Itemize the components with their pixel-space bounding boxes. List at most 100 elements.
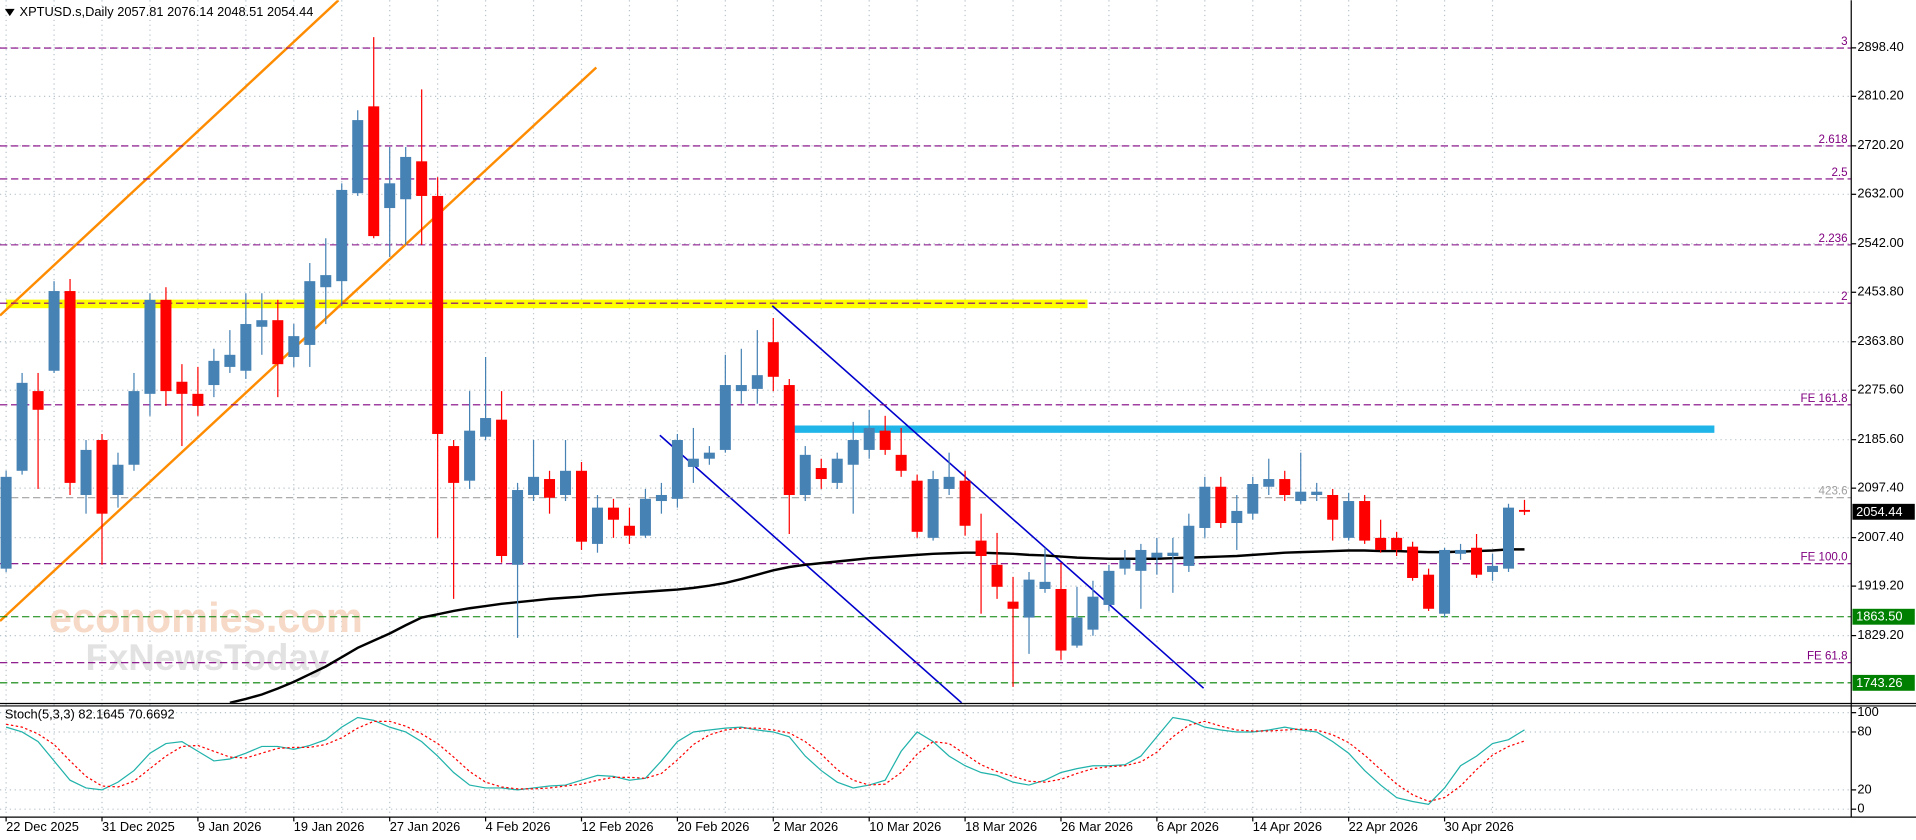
candle-body [863,427,875,450]
candle-body [1471,547,1483,575]
candle-body [1039,581,1051,589]
level-label: 3 [1841,35,1847,48]
candle-body [1199,486,1211,528]
candle-body [959,480,971,526]
candle-body [943,476,955,489]
candle-body [64,291,76,483]
price-box [1852,674,1915,691]
candle-body [496,419,508,557]
y-tick-label: 80 [1857,723,1871,738]
candle-body [560,470,572,495]
level-label: 423.6 [1819,485,1848,498]
candle-body [1455,549,1467,554]
y-tick-label: 100 [1857,704,1878,719]
candle-body [1231,510,1243,524]
price-box [1852,503,1915,520]
candle-body [1087,596,1099,630]
candle-body [304,281,316,345]
candle-body [671,440,683,499]
menu-icon [4,8,15,17]
x-tick-label: 30 Apr 2026 [1445,819,1514,834]
candle-body [96,440,108,514]
candle-body [623,525,635,536]
candle-body [368,106,380,237]
y-tick-label: 2810.20 [1857,88,1903,103]
candle-body [975,540,987,557]
level-label: FE 100.0 [1801,551,1848,564]
candle-body [0,476,12,569]
candle-body [288,336,300,358]
candle-body [799,454,811,495]
x-tick-label: 31 Dec 2025 [102,819,175,834]
x-tick-label: 4 Feb 2026 [486,819,551,834]
candle-body [528,476,540,495]
candle-body [831,458,843,483]
x-tick-label: 26 Mar 2026 [1061,819,1133,834]
candle-body [1423,574,1435,609]
candle-body [783,385,795,495]
candle-body [1518,509,1530,512]
candle-body [911,480,923,532]
candle-body [1439,549,1451,614]
candle-body [48,291,60,371]
candle-body [352,120,364,194]
indicator-title: Stoch(5,3,3) 82.1645 70.6692 [5,706,175,721]
y-tick-label: 1829.20 [1857,627,1903,642]
x-tick-label: 2 Mar 2026 [773,819,838,834]
y-tick-label: 2275.60 [1857,382,1903,397]
candle-body [1295,491,1307,502]
y-tick-label: 2097.40 [1857,480,1903,495]
price-label: 2054.44 [1856,504,1902,519]
x-tick-label: 27 Jan 2026 [390,819,461,834]
stoch-pane [5,716,1525,806]
x-tick-label: 6 Apr 2026 [1157,819,1219,834]
watermark: FxNewsToday [86,637,330,678]
candle-body [655,494,667,502]
candle-body [1263,479,1275,487]
candle-body [1407,546,1419,578]
candle-body [144,299,156,394]
trend-line [659,434,963,703]
candle-body [767,342,779,377]
trend-line [0,0,340,317]
x-tick-label: 19 Jan 2026 [294,819,365,834]
candle-body [1135,549,1147,571]
candle-body [1247,483,1259,514]
resistance-zone [6,299,1088,309]
x-tick-label: 10 Mar 2026 [869,819,941,834]
candle-body [176,381,188,394]
candle-body [32,391,44,410]
candle-body [416,161,428,196]
price-label: 1743.26 [1856,675,1902,690]
candle-body [160,299,172,392]
x-tick-label: 20 Feb 2026 [677,819,749,834]
candle-body [384,183,396,209]
candle-body [16,382,28,471]
candle-body [703,452,715,459]
candle-body [591,507,603,544]
candle-body [224,354,236,367]
watermark: economies.com [49,594,363,641]
level-label: FE 61.8 [1807,650,1848,663]
candle-body [240,324,252,371]
x-tick-label: 9 Jan 2026 [198,819,261,834]
level-label: FE 161.8 [1801,392,1848,405]
candle-body [1103,570,1115,605]
y-tick-label: 2007.40 [1857,529,1903,544]
candle-body [1055,588,1067,651]
candle-body [1375,537,1387,550]
candle-body [1391,537,1403,550]
y-tick-label: 2720.20 [1857,137,1903,152]
x-tick-label: 18 Mar 2026 [965,819,1037,834]
level-label: 2.5 [1831,166,1847,179]
candle-body [1359,501,1371,541]
candle-body [879,430,891,450]
x-tick-label: 22 Dec 2025 [6,819,79,834]
y-tick-label: 2898.40 [1857,39,1903,54]
candle-body [927,479,939,538]
x-tick-label: 22 Apr 2026 [1349,819,1418,834]
candle-body [1327,494,1339,520]
trend-line [771,305,1205,689]
